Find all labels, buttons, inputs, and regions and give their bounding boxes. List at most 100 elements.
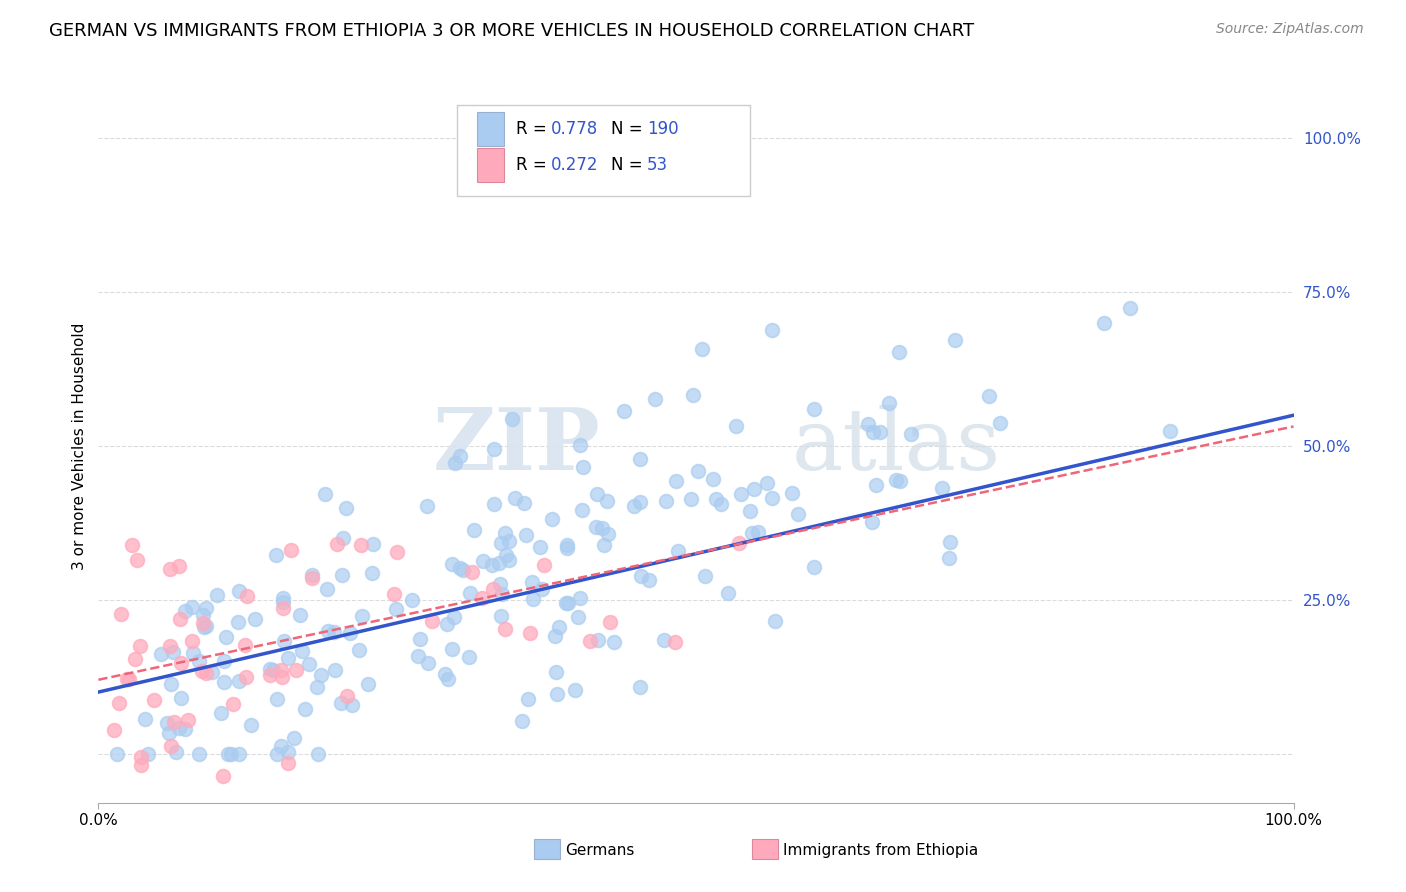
Point: [491, 587, 513, 601]
Point: [513, 495, 536, 509]
Point: [226, 615, 249, 629]
Point: [181, 599, 204, 614]
Point: [540, 512, 562, 526]
Point: [420, 614, 443, 628]
Point: [263, 663, 285, 677]
Text: Germans: Germans: [565, 843, 634, 857]
Point: [761, 323, 783, 337]
Point: [1092, 316, 1115, 330]
Point: [228, 747, 250, 761]
Text: N =: N =: [612, 156, 648, 174]
Point: [747, 524, 769, 539]
Point: [195, 619, 218, 633]
Point: [451, 563, 474, 577]
Point: [307, 747, 329, 761]
Point: [664, 635, 686, 649]
Point: [728, 536, 751, 550]
Point: [271, 591, 294, 606]
Text: atlas: atlas: [792, 404, 1001, 488]
Point: [596, 527, 619, 541]
Point: [142, 693, 165, 707]
Point: [105, 747, 128, 761]
Point: [555, 537, 578, 551]
Point: [494, 526, 516, 541]
Point: [860, 516, 883, 530]
Point: [740, 504, 762, 518]
Point: [214, 654, 236, 668]
Point: [471, 554, 494, 568]
Point: [316, 582, 339, 597]
Point: [666, 543, 689, 558]
Point: [503, 491, 526, 505]
Point: [623, 499, 645, 513]
Point: [167, 559, 190, 574]
Point: [288, 607, 311, 622]
Point: [259, 667, 281, 681]
Text: R =: R =: [516, 156, 551, 174]
Point: [157, 725, 180, 739]
Point: [401, 593, 423, 607]
Point: [323, 663, 346, 677]
Point: [332, 568, 354, 582]
Point: [291, 644, 314, 658]
Point: [336, 689, 359, 703]
Point: [931, 481, 953, 495]
Point: [217, 747, 239, 761]
Point: [160, 677, 183, 691]
Text: R =: R =: [516, 120, 551, 138]
Point: [489, 577, 512, 591]
Point: [159, 639, 181, 653]
Point: [357, 677, 380, 691]
Point: [780, 485, 803, 500]
Point: [347, 643, 370, 657]
Point: [682, 388, 704, 402]
Point: [409, 632, 432, 646]
Point: [520, 575, 543, 590]
Point: [501, 411, 523, 425]
Point: [228, 584, 250, 599]
Point: [170, 656, 193, 670]
Point: [630, 569, 652, 583]
Point: [173, 722, 195, 736]
Point: [159, 561, 181, 575]
Point: [406, 649, 429, 664]
Point: [385, 602, 408, 616]
Point: [679, 491, 702, 506]
Point: [301, 571, 323, 585]
Point: [277, 745, 299, 759]
Point: [118, 673, 141, 687]
Point: [730, 487, 752, 501]
Point: [652, 633, 675, 648]
Point: [228, 673, 250, 688]
Point: [686, 464, 709, 478]
Point: [628, 495, 651, 509]
Point: [572, 460, 595, 475]
FancyBboxPatch shape: [457, 105, 749, 196]
Point: [548, 620, 571, 634]
Point: [482, 442, 505, 457]
Point: [579, 634, 602, 648]
Point: [350, 539, 373, 553]
Point: [869, 425, 891, 439]
Point: [165, 745, 187, 759]
Point: [517, 692, 540, 706]
Point: [704, 491, 727, 506]
Point: [437, 673, 460, 687]
Point: [174, 603, 197, 617]
Point: [129, 758, 152, 772]
Point: [193, 620, 215, 634]
Point: [335, 500, 357, 515]
Point: [219, 747, 242, 761]
Point: [170, 691, 193, 706]
Point: [628, 681, 651, 695]
Point: [285, 663, 308, 677]
Point: [385, 544, 408, 558]
Point: [531, 582, 554, 597]
Point: [434, 666, 457, 681]
Point: [436, 616, 458, 631]
Point: [235, 670, 257, 684]
Point: [205, 588, 228, 602]
Point: [613, 404, 636, 418]
Point: [596, 494, 619, 508]
Point: [294, 701, 316, 715]
